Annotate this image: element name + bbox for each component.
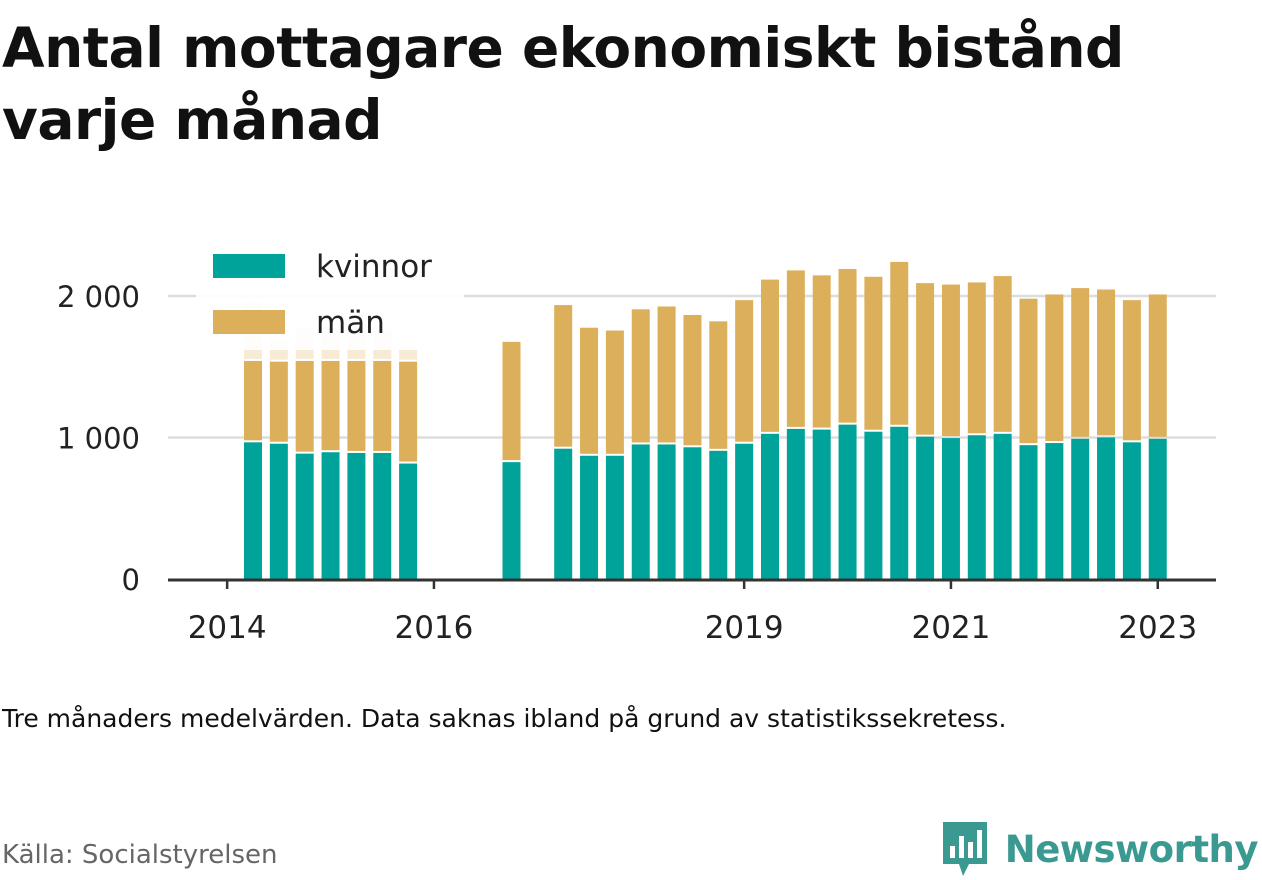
bar-män-2018Q1 <box>631 309 650 443</box>
bar-kvinnor-2014Q2 <box>244 442 262 579</box>
bar-chart-speech-bubble-icon <box>942 822 987 876</box>
bar-kvinnor-2023Q1 <box>1148 438 1167 579</box>
axes: 0 1 000 2 000 2014 2016 2019 2021 2023 <box>57 280 1216 646</box>
bar-män-2020Q3 <box>890 261 909 425</box>
bar-män-2019Q4 <box>812 275 831 428</box>
bar-män-2014Q4 <box>295 360 314 452</box>
brand-name: Newsworthy <box>1004 827 1259 871</box>
bar-kvinnor-2021Q3 <box>993 433 1012 579</box>
bar-chart: 0 1 000 2 000 2014 2016 2019 2021 2023 kvinnor m… <box>56 240 1216 646</box>
x-tick-label: 2016 <box>394 610 473 646</box>
bar-kvinnor-2020Q3 <box>890 426 909 579</box>
bar-män-2017Q4 <box>605 330 624 454</box>
y-tick-label: 1 000 <box>57 422 140 456</box>
bar-män-2022Q3 <box>1097 289 1116 436</box>
bar-kvinnor-2018Q1 <box>631 444 650 579</box>
bar-kvinnor-2017Q3 <box>580 455 599 579</box>
bar-suppressed-2015Q4 <box>399 347 418 360</box>
bar-män-2015Q4 <box>399 361 418 462</box>
bar-kvinnor-2015Q3 <box>373 452 392 579</box>
bar-kvinnor-2016Q4 <box>502 462 521 579</box>
bar-män-2021Q3 <box>993 276 1012 432</box>
brand-logo: Newsworthy <box>939 818 1259 880</box>
bar-män-2018Q2 <box>657 306 676 443</box>
legend-label-kvinnor: kvinnor <box>316 249 432 285</box>
bar-kvinnor-2020Q1 <box>838 424 857 579</box>
bar-kvinnor-2019Q4 <box>812 429 831 579</box>
bar-män-2018Q3 <box>683 314 702 446</box>
bar-män-2017Q2 <box>554 305 573 447</box>
x-tick-label: 2023 <box>1118 610 1197 646</box>
bar-män-2020Q1 <box>838 268 857 423</box>
bar-kvinnor-2018Q2 <box>657 444 676 579</box>
bar-kvinnor-2019Q3 <box>786 428 805 579</box>
bar-män-2021Q2 <box>967 282 986 434</box>
bar-kvinnor-2018Q3 <box>683 447 702 579</box>
bar-kvinnor-2019Q2 <box>761 433 779 579</box>
bar-män-2022Q1 <box>1045 294 1064 442</box>
bar-kvinnor-2017Q4 <box>605 455 624 579</box>
bar-män-2019Q2 <box>761 279 779 432</box>
bar-kvinnor-2021Q2 <box>967 435 986 579</box>
legend-swatch-kvinnor <box>213 254 285 278</box>
legend-label-män: män <box>316 305 385 341</box>
bar-män-2014Q3 <box>269 361 288 442</box>
bar-kvinnor-2014Q3 <box>269 443 288 579</box>
x-tick-label: 2014 <box>188 610 267 646</box>
bar-män-2018Q4 <box>709 321 728 449</box>
bar-kvinnor-2015Q1 <box>321 452 340 579</box>
bar-män-2019Q3 <box>786 270 805 427</box>
bar-män-2021Q4 <box>1019 298 1038 444</box>
bar-kvinnor-2018Q4 <box>709 450 728 579</box>
bar-kvinnor-2022Q1 <box>1045 443 1064 579</box>
chart-note: Tre månaders medelvärden. Data saknas ib… <box>2 704 1007 733</box>
legend-swatch-män <box>213 310 285 334</box>
bar-män-2015Q2 <box>347 360 366 451</box>
bar-män-2023Q1 <box>1148 294 1167 437</box>
source-text: Källa: Socialstyrelsen <box>2 840 278 870</box>
bar-män-2020Q4 <box>916 283 935 435</box>
bar-män-2022Q2 <box>1071 288 1090 437</box>
y-tick-label: 2 000 <box>57 280 140 314</box>
x-tick-label: 2021 <box>911 610 990 646</box>
bar-kvinnor-2015Q4 <box>399 463 418 579</box>
bar-kvinnor-2021Q1 <box>941 438 960 579</box>
bar-kvinnor-2022Q3 <box>1097 437 1116 579</box>
bar-män-2019Q1 <box>735 300 754 442</box>
bar-kvinnor-2020Q2 <box>864 431 883 579</box>
bar-kvinnor-2019Q1 <box>735 443 754 579</box>
bar-män-2022Q4 <box>1122 300 1141 441</box>
bar-män-2015Q3 <box>373 360 392 451</box>
bar-kvinnor-2020Q4 <box>916 436 935 579</box>
bar-kvinnor-2017Q2 <box>554 448 573 579</box>
bar-män-2014Q2 <box>244 360 262 441</box>
y-tick-label: 0 <box>122 563 140 597</box>
bar-kvinnor-2022Q2 <box>1071 438 1090 579</box>
bar-män-2017Q3 <box>580 327 599 454</box>
x-tick-label: 2019 <box>705 610 784 646</box>
bar-kvinnor-2015Q2 <box>347 452 366 579</box>
bar-män-2020Q2 <box>864 276 883 430</box>
bar-män-2015Q1 <box>321 360 340 451</box>
legend: kvinnor män <box>196 240 464 350</box>
bar-män-2016Q4 <box>502 341 521 461</box>
bar-kvinnor-2022Q4 <box>1122 442 1141 579</box>
bar-män-2021Q1 <box>941 284 960 437</box>
bar-kvinnor-2014Q4 <box>295 453 314 579</box>
bar-kvinnor-2021Q4 <box>1019 445 1038 579</box>
chart-title: Antal mottagare ekonomiskt bistånd varje… <box>2 16 1124 152</box>
